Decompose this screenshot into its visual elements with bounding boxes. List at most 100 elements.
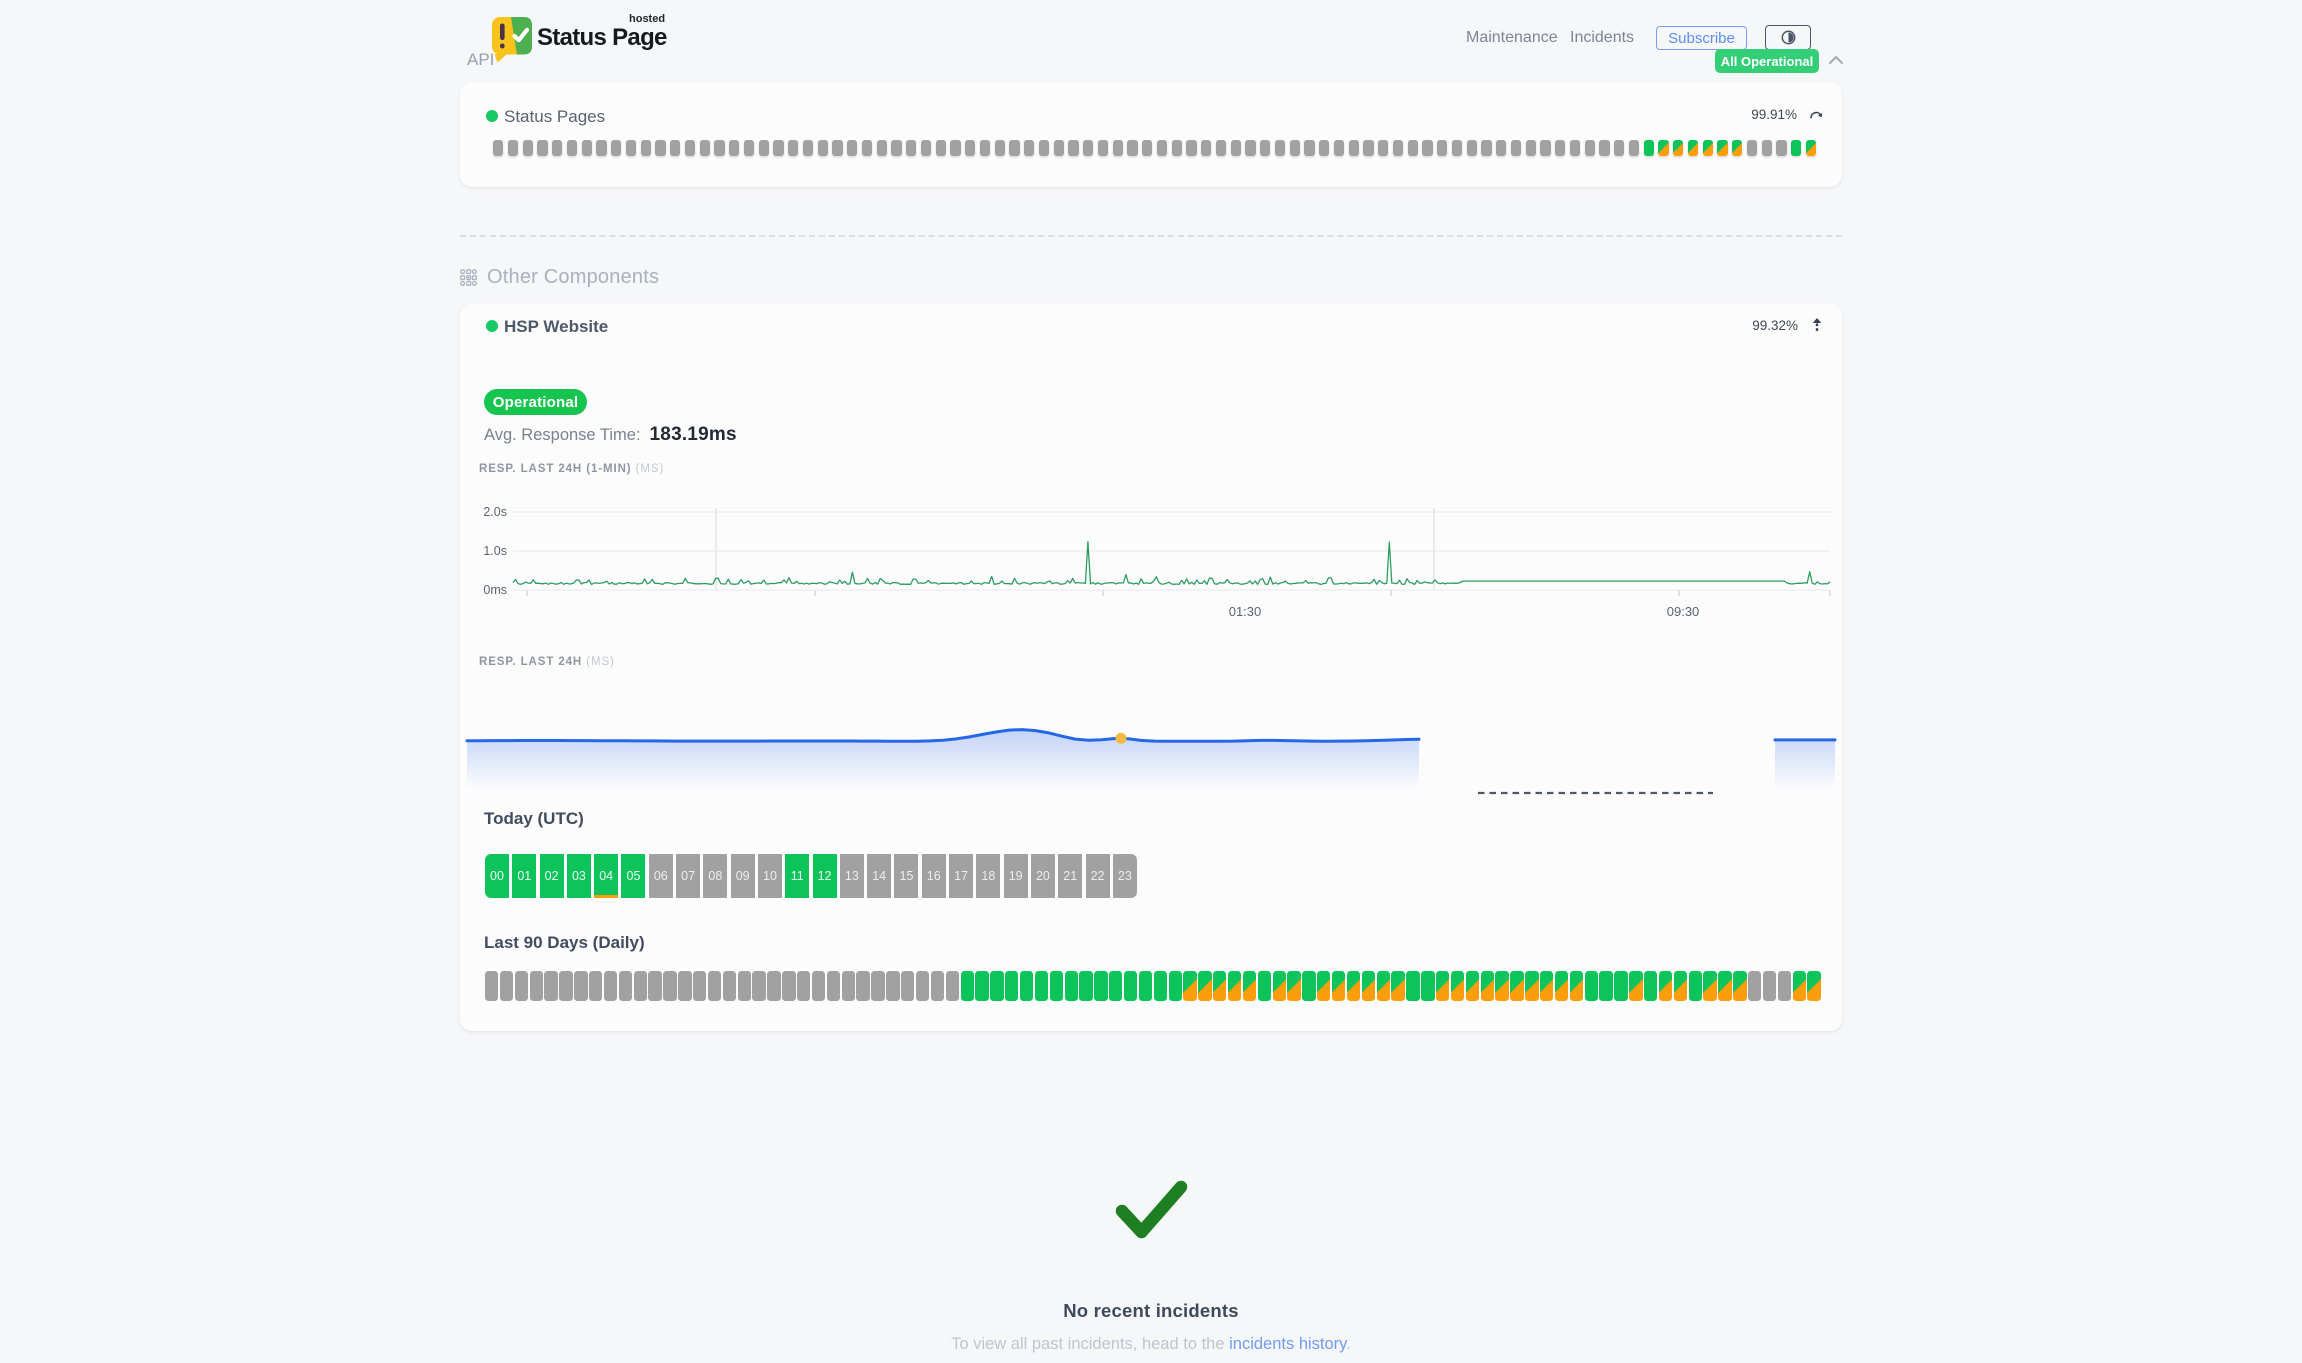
day-block-up[interactable] — [1688, 971, 1702, 1001]
day-block-partial[interactable] — [1703, 971, 1717, 1001]
history-bar-nodata[interactable] — [1363, 140, 1374, 156]
history-bar-nodata[interactable] — [1584, 140, 1595, 156]
history-bar-nodata[interactable] — [935, 140, 946, 156]
day-block-up[interactable] — [1302, 971, 1316, 1001]
day-block-up[interactable] — [1123, 971, 1138, 1001]
history-bar-nodata[interactable] — [1437, 140, 1448, 156]
hour-block-09[interactable]: 09 — [730, 854, 755, 898]
day-block-up[interactable] — [1644, 971, 1658, 1001]
day-block-nodata[interactable] — [826, 971, 841, 1001]
history-bar-nodata[interactable] — [1333, 140, 1345, 156]
history-bar-nodata[interactable] — [1024, 140, 1035, 156]
day-block-partial[interactable] — [1495, 971, 1509, 1001]
day-block-up[interactable] — [1079, 971, 1093, 1001]
history-bar-nodata[interactable] — [1422, 140, 1433, 156]
hour-block-18[interactable]: 18 — [976, 854, 1001, 898]
history-bar-partial[interactable] — [1717, 140, 1728, 156]
collapse-arrow-up-icon[interactable] — [1810, 317, 1824, 334]
day-block-up[interactable] — [1168, 971, 1182, 1001]
day-block-nodata[interactable] — [574, 971, 588, 1001]
history-bar-nodata[interactable] — [1451, 140, 1463, 156]
day-block-nodata[interactable] — [901, 971, 915, 1001]
day-block-nodata[interactable] — [1762, 971, 1777, 1001]
day-block-partial[interactable] — [1346, 971, 1361, 1001]
history-bar-nodata[interactable] — [1510, 140, 1522, 156]
history-bar-nodata[interactable] — [1274, 140, 1286, 156]
history-bar-nodata[interactable] — [729, 140, 740, 156]
day-block-partial[interactable] — [1227, 971, 1242, 1001]
history-bar-nodata[interactable] — [1319, 140, 1330, 156]
history-bar-nodata[interactable] — [979, 140, 991, 156]
hour-block-04[interactable]: 04 — [594, 854, 619, 898]
history-bar-nodata[interactable] — [1009, 140, 1020, 156]
day-block-partial[interactable] — [1658, 971, 1673, 1001]
day-block-nodata[interactable] — [767, 971, 781, 1001]
history-bar-nodata[interactable] — [522, 140, 533, 156]
hour-block-03[interactable]: 03 — [566, 854, 591, 898]
history-bar-nodata[interactable] — [1053, 140, 1064, 156]
day-block-partial[interactable] — [1436, 971, 1450, 1001]
day-block-nodata[interactable] — [811, 971, 826, 1001]
chevron-up-icon[interactable] — [1828, 53, 1844, 71]
history-bar-nodata[interactable] — [920, 140, 932, 156]
day-block-partial[interactable] — [1213, 971, 1227, 1001]
hour-block-20[interactable]: 20 — [1030, 854, 1055, 898]
history-bar-partial[interactable] — [1805, 140, 1817, 156]
history-bar-nodata[interactable] — [758, 140, 769, 156]
history-bar-nodata[interactable] — [1481, 140, 1492, 156]
brand-name[interactable]: Status Page — [537, 24, 667, 51]
history-bar-nodata[interactable] — [670, 140, 681, 156]
history-bar-nodata[interactable] — [1215, 140, 1227, 156]
day-block-nodata[interactable] — [529, 971, 543, 1001]
day-block-nodata[interactable] — [930, 971, 945, 1001]
day-block-nodata[interactable] — [722, 971, 737, 1001]
history-bar-nodata[interactable] — [625, 140, 637, 156]
day-block-nodata[interactable] — [1748, 971, 1762, 1001]
nav-maintenance[interactable]: Maintenance — [1466, 29, 1558, 46]
history-bar-nodata[interactable] — [1230, 140, 1241, 156]
history-bar-nodata[interactable] — [1260, 140, 1271, 156]
history-bar-nodata[interactable] — [1378, 140, 1389, 156]
history-bar-nodata[interactable] — [596, 140, 607, 156]
day-block-up[interactable] — [1584, 971, 1598, 1001]
day-block-up[interactable] — [1005, 971, 1019, 1001]
hour-block-15[interactable]: 15 — [894, 854, 919, 898]
hour-block-17[interactable]: 17 — [949, 854, 974, 898]
history-bar-nodata[interactable] — [1466, 140, 1477, 156]
hour-block-13[interactable]: 13 — [839, 854, 864, 898]
day-block-nodata[interactable] — [797, 971, 811, 1001]
history-bar-nodata[interactable] — [1614, 140, 1625, 156]
day-block-up[interactable] — [1064, 971, 1078, 1001]
history-bar-nodata[interactable] — [861, 140, 873, 156]
history-bar-nodata[interactable] — [788, 140, 799, 156]
day-block-nodata[interactable] — [871, 971, 885, 1001]
history-bar-nodata[interactable] — [1038, 140, 1050, 156]
day-block-up[interactable] — [1109, 971, 1123, 1001]
day-block-up[interactable] — [1599, 971, 1613, 1001]
overall-status-badge[interactable]: All Operational — [1715, 49, 1819, 73]
history-bar-nodata[interactable] — [1156, 140, 1168, 156]
day-block-nodata[interactable] — [603, 971, 618, 1001]
incidents-history-link[interactable]: incidents history — [1229, 1335, 1347, 1353]
day-block-nodata[interactable] — [559, 971, 573, 1001]
history-bar-nodata[interactable] — [832, 140, 843, 156]
day-block-up[interactable] — [1153, 971, 1168, 1001]
day-block-up[interactable] — [1421, 971, 1435, 1001]
day-block-up[interactable] — [1034, 971, 1049, 1001]
day-block-nodata[interactable] — [485, 971, 499, 1001]
history-bar-nodata[interactable] — [1112, 140, 1123, 156]
day-block-nodata[interactable] — [663, 971, 677, 1001]
day-block-up[interactable] — [1138, 971, 1153, 1001]
history-bar-nodata[interactable] — [581, 140, 592, 156]
history-bar-nodata[interactable] — [1201, 140, 1212, 156]
history-bar-nodata[interactable] — [1186, 140, 1197, 156]
history-bar-partial[interactable] — [1702, 140, 1713, 156]
history-bar-nodata[interactable] — [552, 140, 563, 156]
history-bar-nodata[interactable] — [640, 140, 651, 156]
brand-logo-icon[interactable] — [491, 16, 534, 69]
day-block-partial[interactable] — [1376, 971, 1390, 1001]
day-block-nodata[interactable] — [514, 971, 529, 1001]
hour-block-06[interactable]: 06 — [648, 854, 673, 898]
hour-block-10[interactable]: 10 — [757, 854, 782, 898]
day-block-partial[interactable] — [1391, 971, 1405, 1001]
